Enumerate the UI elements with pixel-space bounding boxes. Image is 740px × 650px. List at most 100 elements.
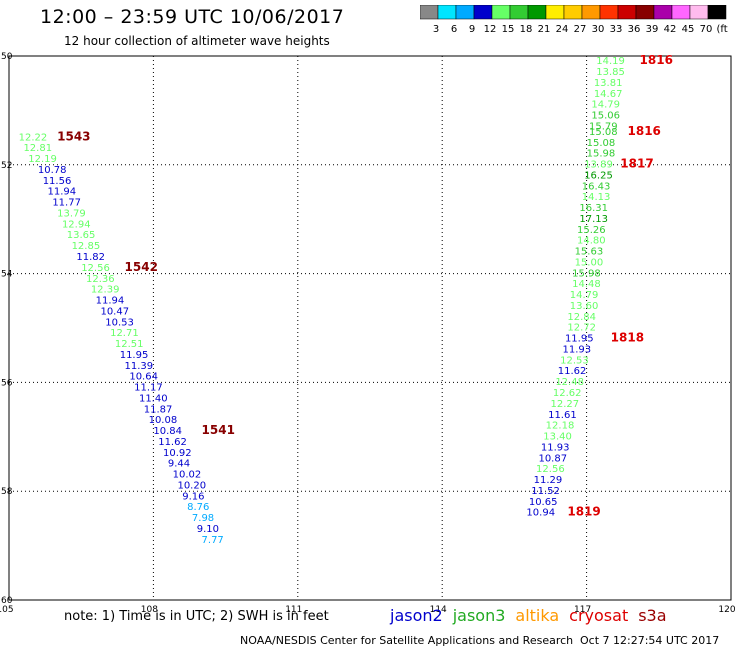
wave-height-label: 11.87 — [144, 404, 173, 415]
wave-height-label: 14.80 — [577, 236, 606, 247]
wave-height-label: 10.87 — [538, 453, 567, 464]
wave-height-label: 10.47 — [100, 306, 129, 317]
legend-label: 3 — [433, 24, 439, 35]
y-tick-label: 60 — [1, 596, 13, 606]
wave-height-label: 16.25 — [584, 170, 613, 181]
wave-height-label: 7.98 — [192, 513, 214, 524]
wave-height-label: 12.71 — [110, 328, 139, 339]
x-tick-label: 105 — [0, 605, 14, 615]
mission-altika: altika — [515, 606, 560, 625]
wave-height-label: 12.53 — [560, 355, 589, 366]
wave-height-label: 12.36 — [86, 274, 115, 285]
legend-label: 24 — [556, 24, 569, 35]
wave-height-label: 16.31 — [579, 203, 608, 214]
wave-height-label: 10.94 — [526, 508, 555, 519]
wave-height-label: 11.93 — [541, 442, 570, 453]
wave-height-label: 12.39 — [91, 285, 120, 296]
wave-height-label: 11.82 — [76, 252, 105, 263]
wave-height-label: 15.98 — [572, 268, 601, 279]
legend-label: (ft) — [716, 24, 728, 35]
legend-label: 36 — [628, 24, 641, 35]
y-tick-label: 54 — [1, 270, 13, 280]
wave-height-label: 11.62 — [158, 437, 187, 448]
wave-height-label: 11.61 — [548, 410, 577, 421]
wave-height-label: 14.19 — [596, 56, 625, 67]
legend-label: 42 — [664, 24, 677, 35]
wave-height-label: 11.93 — [563, 344, 592, 355]
wave-height-label: 11.56 — [43, 176, 72, 187]
wave-height-label: 10.20 — [177, 480, 206, 491]
legend-label: 9 — [469, 24, 475, 35]
wave-height-label: 11.77 — [52, 198, 81, 209]
y-tick-label: 56 — [1, 378, 13, 388]
wave-height-label: 12.56 — [536, 464, 565, 475]
wave-height-label: 12.56 — [81, 263, 110, 274]
x-tick-label: 117 — [574, 605, 591, 615]
wave-height-label: 12.85 — [72, 241, 101, 252]
mission-jason3: jason3 — [452, 606, 506, 625]
pass-number-label: 1816 — [628, 124, 661, 138]
footer-note: note: 1) Time is in UTC; 2) SWH is in fe… — [64, 609, 329, 624]
wave-height-label: 10.08 — [149, 415, 178, 426]
legend-label: 30 — [592, 24, 605, 35]
wave-height-label: 15.26 — [577, 225, 606, 236]
pass-number-label: 1541 — [202, 423, 235, 437]
pass-number-label: 1542 — [125, 260, 158, 274]
wave-height-label: 12.84 — [567, 312, 596, 323]
pass-number-label: 1816 — [640, 53, 673, 67]
legend-label: 6 — [451, 24, 457, 35]
wave-height-label: 15.79 — [589, 121, 618, 132]
legend-label: 18 — [520, 24, 533, 35]
legend-label: 39 — [646, 24, 659, 35]
wave-height-label: 10.65 — [529, 497, 558, 508]
wave-height-label: 11.52 — [531, 486, 560, 497]
x-tick-label: 120 — [718, 605, 735, 615]
wave-height-label: 14.79 — [570, 290, 599, 301]
chart-title: 12:00 – 23:59 UTC 10/06/2017 — [40, 6, 345, 28]
wave-height-label: 11.94 — [48, 187, 77, 198]
y-tick-label: 52 — [1, 161, 12, 171]
generated-timestamp: Oct 7 12:27:54 UTC 2017 — [580, 634, 720, 647]
wave-height-label: 16.43 — [582, 181, 611, 192]
y-tick-label: 50 — [1, 52, 13, 62]
mission-jason2: jason2 — [390, 606, 443, 625]
wave-height-label: 9.44 — [168, 459, 190, 470]
wave-height-label: 10.78 — [38, 165, 67, 176]
wave-height-label: 13.79 — [57, 208, 86, 219]
wave-height-label: 10.84 — [153, 426, 182, 437]
wave-height-label: 11.17 — [134, 383, 163, 394]
wave-height-label: 12.72 — [567, 323, 596, 334]
wave-height-label: 13.81 — [594, 78, 623, 89]
wave-height-label: 14.67 — [594, 89, 623, 100]
wave-height-label: 12.19 — [28, 154, 57, 165]
pass-number-label: 1819 — [567, 505, 600, 519]
credit-line: NOAA/NESDIS Center for Satellite Applica… — [240, 634, 574, 647]
wave-height-label: 9.10 — [197, 524, 219, 535]
wave-height-label: 11.94 — [96, 296, 125, 307]
legend-label: 70 — [700, 24, 713, 35]
wave-height-label: 15.08 — [587, 138, 616, 149]
wave-height-label: 12.94 — [62, 219, 91, 230]
wave-height-label: 15.06 — [591, 111, 620, 122]
x-tick-label: 108 — [141, 605, 158, 615]
legend-label: 15 — [502, 24, 515, 35]
wave-height-label: 14.48 — [572, 279, 601, 290]
x-tick-label: 111 — [285, 605, 302, 615]
plot-frame — [8, 55, 732, 601]
wave-height-label: 11.62 — [558, 366, 587, 377]
wave-height-label: 15.63 — [575, 247, 604, 258]
wave-height-label: 14.13 — [582, 192, 611, 203]
mission-s3a: s3a — [638, 606, 667, 625]
wave-height-label: 10.64 — [129, 372, 158, 383]
x-tick-label: 114 — [430, 605, 447, 615]
wave-height-label: 10.92 — [163, 448, 192, 459]
pass-number-label: 1543 — [57, 129, 90, 143]
wave-height-label: 12.62 — [553, 388, 582, 399]
wave-height-label: 15.00 — [575, 257, 604, 268]
wave-height-label: 10.53 — [105, 317, 134, 328]
wave-height-label: 12.22 — [19, 132, 48, 143]
wave-height-label: 13.60 — [570, 301, 599, 312]
pass-number-label: 1817 — [620, 157, 653, 171]
